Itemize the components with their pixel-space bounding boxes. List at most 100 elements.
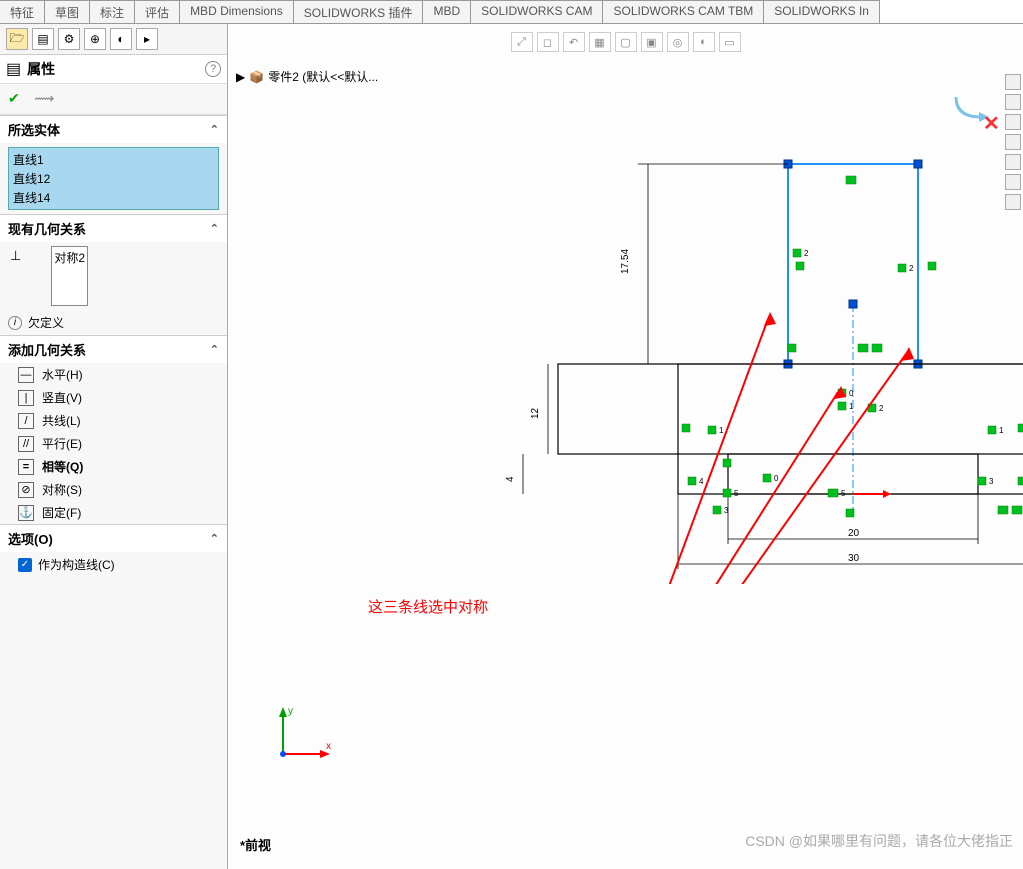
relation-parallel[interactable]: //平行(E)	[0, 432, 227, 455]
config-tab[interactable]: ⚙	[58, 28, 80, 50]
tab-cam-tbm[interactable]: SOLIDWORKS CAM TBM	[603, 0, 764, 23]
list-item[interactable]: 直线12	[11, 169, 216, 188]
tab-addins[interactable]: SOLIDWORKS 插件	[294, 0, 424, 23]
taskpane-icon[interactable]	[1005, 94, 1021, 110]
relation-fix[interactable]: ⚓固定(F)	[0, 501, 227, 524]
collapse-icon[interactable]: ⌃	[210, 123, 219, 136]
help-icon[interactable]: ?	[205, 61, 221, 77]
parallel-icon: //	[18, 436, 34, 452]
panel-tab-row: 🗁 ▤ ⚙ ⊕ ◐ ▸	[0, 24, 227, 55]
zoom-fit-icon[interactable]: ⤢	[511, 32, 533, 52]
selected-entities-list[interactable]: 直线1 直线12 直线14	[8, 147, 219, 210]
breadcrumb[interactable]: ▶ 📦 零件2 (默认<<默认...	[236, 68, 378, 85]
tab-mbd-dims[interactable]: MBD Dimensions	[180, 0, 294, 23]
collapse-icon[interactable]: ⌃	[210, 532, 219, 545]
svg-text:4: 4	[505, 476, 516, 482]
annotation-arrows	[618, 312, 914, 584]
section-icon[interactable]: ▦	[589, 32, 611, 52]
svg-text:5: 5	[734, 489, 739, 498]
options-header: 选项(O)	[8, 529, 53, 548]
svg-text:2: 2	[909, 264, 914, 273]
vertical-icon: |	[18, 390, 34, 406]
ok-button[interactable]: ✔	[8, 90, 20, 106]
chevron-right-icon: ▶	[236, 70, 245, 84]
svg-text:17.54: 17.54	[620, 249, 631, 274]
fix-icon: ⚓	[18, 505, 34, 521]
svg-text:1: 1	[999, 426, 1004, 435]
svg-text:0: 0	[849, 389, 854, 398]
tab-features[interactable]: 特征	[0, 0, 45, 23]
collapse-icon[interactable]: ⌃	[210, 343, 219, 356]
watermark: CSDN @如果哪里有问题，请各位大佬指正	[745, 831, 1013, 851]
display-style-icon[interactable]: ▣	[641, 32, 663, 52]
add-relations-header: 添加几何关系	[8, 340, 86, 359]
tab-evaluate[interactable]: 评估	[135, 0, 180, 23]
svg-text:2: 2	[879, 404, 884, 413]
exit-sketch-corner[interactable]: ✕	[951, 92, 1001, 137]
tab-mbd[interactable]: MBD	[423, 0, 471, 23]
svg-text:✕: ✕	[983, 113, 1000, 132]
svg-text:y: y	[288, 706, 293, 717]
list-item[interactable]: 直线14	[11, 188, 216, 207]
existing-relations-header: 现有几何关系	[8, 219, 86, 238]
sketch: 17.54 12 4 20 30	[488, 144, 1023, 584]
svg-text:12: 12	[530, 407, 541, 419]
feature-tree-tab[interactable]: 🗁	[6, 28, 28, 50]
property-manager: 🗁 ▤ ⚙ ⊕ ◐ ▸ ▤ 属性 ? ✔ ⟿ 所选实体 ⌃ 直线1 直线12 直…	[0, 24, 228, 869]
view-label: *前视	[240, 835, 271, 854]
relation-symmetric[interactable]: ⊘对称(S)	[0, 478, 227, 501]
breadcrumb-text: 零件2 (默认<<默认...	[268, 68, 378, 85]
pin-button[interactable]: ⟿	[34, 90, 54, 106]
info-icon: i	[8, 316, 22, 330]
prev-view-icon[interactable]: ↶	[563, 32, 585, 52]
svg-text:1: 1	[849, 402, 854, 411]
property-tab[interactable]: ▤	[32, 28, 54, 50]
svg-text:1: 1	[719, 426, 724, 435]
relation-equal[interactable]: =相等(Q)	[0, 455, 227, 478]
collapse-icon[interactable]: ⌃	[210, 222, 219, 235]
svg-text:0: 0	[774, 474, 779, 483]
svg-text:20: 20	[848, 528, 860, 539]
more-tab[interactable]: ▸	[136, 28, 158, 50]
tab-inspect[interactable]: SOLIDWORKS In	[764, 0, 880, 23]
svg-text:3: 3	[989, 477, 994, 486]
perp-icon: ⊥	[10, 248, 21, 264]
annotation-text: 这三条线选中对称	[368, 596, 488, 617]
relation-icon: ▤	[6, 59, 21, 79]
horizontal-icon: —	[18, 367, 34, 383]
tab-sketch[interactable]: 草图	[45, 0, 90, 23]
taskpane-icon[interactable]	[1005, 114, 1021, 130]
svg-text:4: 4	[699, 477, 704, 486]
taskpane-icon[interactable]	[1005, 74, 1021, 90]
relation-vertical[interactable]: |竖直(V)	[0, 386, 227, 409]
graphics-area[interactable]: ⤢ ◻ ↶ ▦ ▢ ▣ ◎ ◐ ▭ ▶ 📦 零件2 (默认<<默认... ✕	[228, 24, 1023, 869]
tab-annotate[interactable]: 标注	[90, 0, 135, 23]
svg-text:x: x	[326, 741, 331, 752]
scene-icon[interactable]: ▭	[719, 32, 741, 52]
construction-checkbox[interactable]: ✓	[18, 558, 32, 572]
hide-show-icon[interactable]: ◎	[667, 32, 689, 52]
svg-text:2: 2	[804, 249, 809, 258]
selected-entities-header: 所选实体	[8, 120, 60, 139]
dimxpert-tab[interactable]: ⊕	[84, 28, 106, 50]
symmetric-icon: ⊘	[18, 482, 34, 498]
status-text: 欠定义	[28, 314, 64, 331]
command-manager-tabs: 特征 草图 标注 评估 MBD Dimensions SOLIDWORKS 插件…	[0, 0, 1023, 24]
appearance-icon[interactable]: ◐	[693, 32, 715, 52]
list-item[interactable]: 直线1	[11, 150, 216, 169]
zoom-area-icon[interactable]: ◻	[537, 32, 559, 52]
appearance-tab[interactable]: ◐	[110, 28, 132, 50]
view-orient-icon[interactable]: ▢	[615, 32, 637, 52]
tab-cam[interactable]: SOLIDWORKS CAM	[471, 0, 603, 23]
relation-collinear[interactable]: /共线(L)	[0, 409, 227, 432]
svg-text:3: 3	[724, 506, 729, 515]
panel-title: 属性	[27, 59, 205, 79]
relation-horizontal[interactable]: —水平(H)	[0, 363, 227, 386]
list-item[interactable]: 对称2	[54, 249, 85, 266]
collinear-icon: /	[18, 413, 34, 429]
equal-icon: =	[18, 459, 34, 475]
heads-up-toolbar: ⤢ ◻ ↶ ▦ ▢ ▣ ◎ ◐ ▭	[507, 28, 745, 56]
view-triad: y x	[268, 699, 338, 774]
existing-relations-list[interactable]: 对称2	[51, 246, 88, 306]
svg-text:5: 5	[841, 489, 846, 498]
